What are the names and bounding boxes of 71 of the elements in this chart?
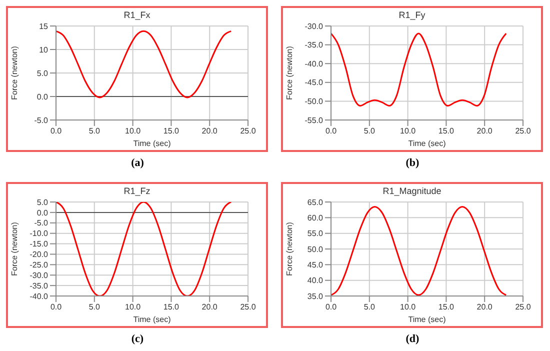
y-tick-label: -30.0 xyxy=(304,22,324,31)
x-axis-title: Time (sec) xyxy=(133,139,172,148)
chart-title: R1_Magnitude xyxy=(382,186,442,196)
text: (c) xyxy=(130,332,145,344)
x-tick-label: 5.0 xyxy=(364,126,376,136)
line-series xyxy=(331,205,507,296)
y-tick-label: -40.0 xyxy=(304,59,324,68)
line-series xyxy=(331,32,507,106)
y-tick-label: -40.0 xyxy=(30,291,49,300)
x-tick-label: 10.0 xyxy=(125,126,142,136)
chart-title: R1_Fx xyxy=(122,10,152,20)
y-tick-label: 0.0 xyxy=(36,92,49,102)
y-tick-label: -30.0 xyxy=(30,270,49,280)
x-tick-label: 0.0 xyxy=(50,126,62,136)
x-tick-label: 25.0 xyxy=(240,302,256,312)
y-tick-label: 40.0 xyxy=(307,276,324,285)
x-tick-label: 10.0 xyxy=(125,302,142,312)
y-tick-label: -35.0 xyxy=(304,40,324,50)
y-tick-label: 50.0 xyxy=(307,244,324,254)
x-tick-label: 25.0 xyxy=(515,302,532,312)
y-tick-label: 55.0 xyxy=(307,228,324,238)
y-tick-label: 35.0 xyxy=(307,291,324,300)
y-tick-label: -10.0 xyxy=(30,228,49,238)
x-axis-title: Time (sec) xyxy=(408,314,446,324)
x-tick-label: 15.0 xyxy=(438,302,455,312)
y-axis-title: Force (newton) xyxy=(10,221,19,276)
x-axis-title: Time (sec) xyxy=(133,314,172,324)
y-tick-label: -5.0 xyxy=(34,218,49,228)
x-tick-label: 5.0 xyxy=(88,302,101,312)
text: (d) xyxy=(404,332,420,344)
x-tick-label: 20.0 xyxy=(476,302,493,312)
y-tick-label: -45.0 xyxy=(304,78,324,88)
text: (b) xyxy=(404,157,420,169)
x-tick-label: 25.0 xyxy=(240,126,256,136)
y-tick-label: -20.0 xyxy=(30,250,49,259)
x-tick-label: 20.0 xyxy=(476,126,493,136)
y-axis-title: Force (newton) xyxy=(284,221,294,276)
y-tick-label: -50.0 xyxy=(304,97,324,106)
y-axis-title: Force (newton) xyxy=(284,46,294,100)
x-tick-label: 10.0 xyxy=(400,126,416,136)
y-tick-label: 15 xyxy=(39,22,49,31)
x-tick-label: 20.0 xyxy=(202,126,218,136)
y-tick-label: -55.0 xyxy=(304,116,324,125)
x-tick-label: 15.0 xyxy=(438,126,455,136)
y-tick-label: 45.0 xyxy=(307,260,324,270)
y-tick-label: 60.0 xyxy=(307,213,324,222)
chart-title: R1_Fz xyxy=(122,186,152,196)
x-tick-label: 5.0 xyxy=(364,302,376,312)
x-tick-label: 20.0 xyxy=(202,302,218,312)
x-tick-label: 25.0 xyxy=(515,126,532,136)
y-axis-title: Force (newton) xyxy=(10,46,19,100)
y-tick-label: 5.0 xyxy=(36,197,49,206)
x-tick-label: 15.0 xyxy=(163,302,180,312)
y-tick-label: 65.0 xyxy=(307,197,324,206)
x-tick-label: 0.0 xyxy=(325,302,338,312)
y-tick-label: -5.0 xyxy=(34,116,49,125)
x-tick-label: 0.0 xyxy=(50,302,62,312)
x-tick-label: 10.0 xyxy=(400,302,416,312)
y-tick-label: -35.0 xyxy=(30,280,49,290)
text: (a) xyxy=(130,157,145,169)
y-tick-label: -15.0 xyxy=(30,239,49,248)
y-tick-label: 10 xyxy=(39,45,49,54)
x-tick-label: 15.0 xyxy=(163,126,180,136)
chart-title: R1_Fy xyxy=(398,10,426,20)
x-axis-title: Time (sec) xyxy=(408,139,446,148)
x-tick-label: 5.0 xyxy=(88,126,101,136)
x-tick-label: 0.0 xyxy=(325,126,338,136)
y-tick-label: 0.0 xyxy=(36,208,49,217)
y-tick-label: -25.0 xyxy=(30,260,49,270)
y-tick-label: 5.0 xyxy=(36,68,49,78)
line-series xyxy=(56,30,232,98)
